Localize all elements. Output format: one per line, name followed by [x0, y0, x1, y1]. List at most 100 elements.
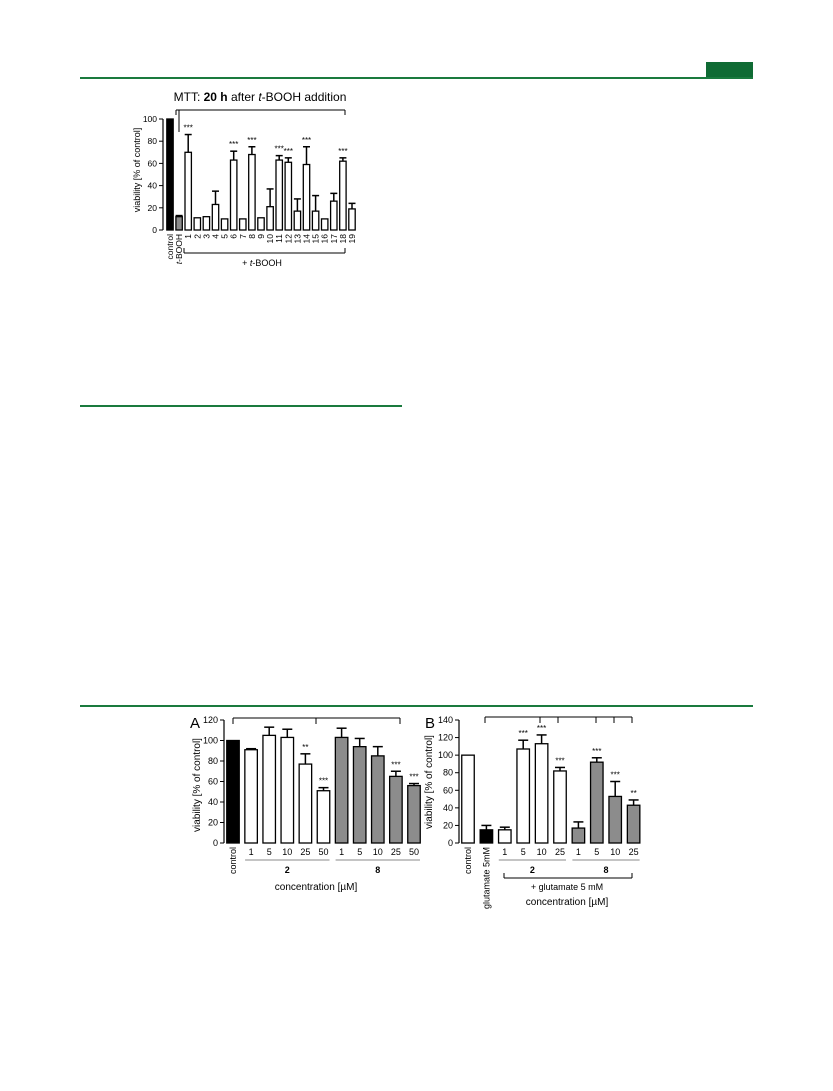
chart3-bar [608, 795, 623, 844]
chart3-category-label: glutamate 5mM [481, 847, 491, 909]
chart1-category-label: 8 [247, 234, 257, 239]
chart3-y-tick-label: 120 [438, 733, 453, 743]
chart2-y-tick-label: 20 [208, 818, 218, 828]
chart1-category-label: t-BOOH [174, 234, 184, 264]
chart2-category-label: 10 [282, 847, 292, 857]
header-tab [706, 62, 753, 77]
chart3-category-label: 1 [502, 847, 507, 857]
chart3-category-label: control [463, 847, 473, 874]
chart1-significance-label: *** [284, 147, 293, 156]
chart1-bar [166, 118, 174, 231]
chart1-bar [257, 217, 265, 231]
chart1-group-label: + t-BOOH [242, 258, 282, 268]
chart3-bar [553, 770, 567, 844]
chart3-panel-label: B [425, 715, 435, 732]
chart2-category-label: 10 [373, 847, 383, 857]
chart3-y-tick-label: 20 [443, 820, 453, 830]
header-rule [80, 77, 753, 79]
chart1-significance-label: *** [275, 145, 284, 154]
chart3-bar [534, 743, 549, 844]
chart2-category-label: 25 [300, 847, 310, 857]
chart1-category-label: 16 [320, 234, 330, 244]
chart1-y-tick-label: 80 [148, 136, 158, 146]
chart1-category-label: 13 [292, 234, 302, 244]
chart1-bar [202, 216, 211, 231]
chart2-y-tick-label: 0 [213, 838, 218, 848]
section-rule-2 [80, 705, 753, 707]
chart3-category-label: 5 [594, 847, 599, 857]
chart1-y-tick-label: 40 [148, 181, 158, 191]
chart3-category-label: 25 [629, 847, 639, 857]
chart2-category-label: 5 [267, 847, 272, 857]
chart3-bar [497, 829, 512, 844]
chart2-y-tick-label: 100 [203, 736, 218, 746]
chart1-category-label: 12 [283, 234, 293, 244]
chart3-category-label: 25 [555, 847, 565, 857]
chart1-category-label: 14 [302, 234, 312, 244]
chart1-category-label: 17 [329, 234, 339, 244]
chart2-group-label: 8 [375, 865, 380, 875]
chart3-x-axis-label: concentration [µM] [526, 897, 609, 908]
chart3-y-axis-label: viability [% of control] [424, 735, 435, 829]
chart3-category-label: 10 [610, 847, 620, 857]
chart2-category-label: 1 [339, 847, 344, 857]
chart1-category-label: 1 [183, 234, 193, 239]
chart1-significance-label: *** [229, 140, 238, 149]
chart1-category-label: 7 [238, 234, 248, 239]
chart2-category-label: 50 [409, 847, 419, 857]
chart3-bar [571, 827, 586, 844]
chart1-category-label: 10 [265, 234, 275, 244]
chart1-significance-label: *** [247, 136, 256, 145]
chart3-significance-label: *** [537, 724, 546, 733]
chart3-category-label: 10 [537, 847, 547, 857]
chart2-y-tick-label: 80 [208, 756, 218, 766]
chart3-y-tick-label: 40 [443, 803, 453, 813]
chart3-group-label: 8 [603, 865, 608, 875]
chart1-category-label: 18 [338, 234, 348, 244]
chart1-significance-label: *** [338, 147, 347, 156]
chart1-y-tick-label: 60 [148, 158, 158, 168]
chart3-bar [626, 804, 641, 844]
chart2-category-label: 5 [357, 847, 362, 857]
chart1-bar [193, 217, 202, 231]
chart3-group-bracket-label: + glutamate 5 mM [531, 882, 603, 892]
chart2-category-label: 25 [391, 847, 401, 857]
chart1-bar [238, 218, 247, 231]
chart3-y-tick-label: 60 [443, 785, 453, 795]
chart1-bar [220, 218, 229, 231]
chart2-x-axis-label: concentration [µM] [275, 882, 358, 893]
mtt-20h-bar-chart: MTT: 20 h after t-BOOH addition viabilit… [132, 90, 357, 268]
chart1-category-label: 9 [256, 234, 266, 239]
chart3-significance-label: ** [630, 789, 636, 798]
chart3-category-label: 1 [576, 847, 581, 857]
chart1-y-tick-label: 100 [143, 114, 157, 124]
chart1-category-label: 3 [201, 234, 211, 239]
chart1-bar [320, 218, 329, 231]
chart3-y-tick-label: 140 [438, 715, 453, 725]
chart3-group-label: 2 [530, 865, 535, 875]
chart1-y-tick-label: 0 [152, 225, 157, 235]
chart3-bar [461, 754, 475, 844]
chart2-y-axis-label: viability [% of control] [192, 738, 203, 832]
chart1-y-axis-label: viability [% of control] [132, 128, 142, 213]
chart3-bar [516, 748, 531, 844]
chart2-group-label: 2 [285, 865, 290, 875]
chart2-significance-label: *** [319, 777, 328, 786]
chart1-category-label: 6 [229, 234, 239, 239]
chart3-significance-label: *** [519, 729, 528, 738]
chart2-significance-label: ** [302, 743, 308, 752]
chart2-y-tick-label: 60 [208, 777, 218, 787]
chart2-panel-label: A [190, 715, 200, 732]
chart3-y-tick-label: 100 [438, 750, 453, 760]
chart3-y-tick-label: 80 [443, 768, 453, 778]
chart3-bar [589, 761, 604, 844]
chart2-significance-label: *** [409, 773, 418, 782]
chart1-title: MTT: 20 h after t-BOOH addition [174, 90, 347, 104]
chart2-y-tick-label: 40 [208, 797, 218, 807]
chart1-category-label: control [165, 234, 175, 260]
section-rule-1 [80, 405, 402, 407]
chart2-category-label: control [228, 847, 238, 874]
chart1-y-tick-label: 20 [148, 203, 158, 213]
